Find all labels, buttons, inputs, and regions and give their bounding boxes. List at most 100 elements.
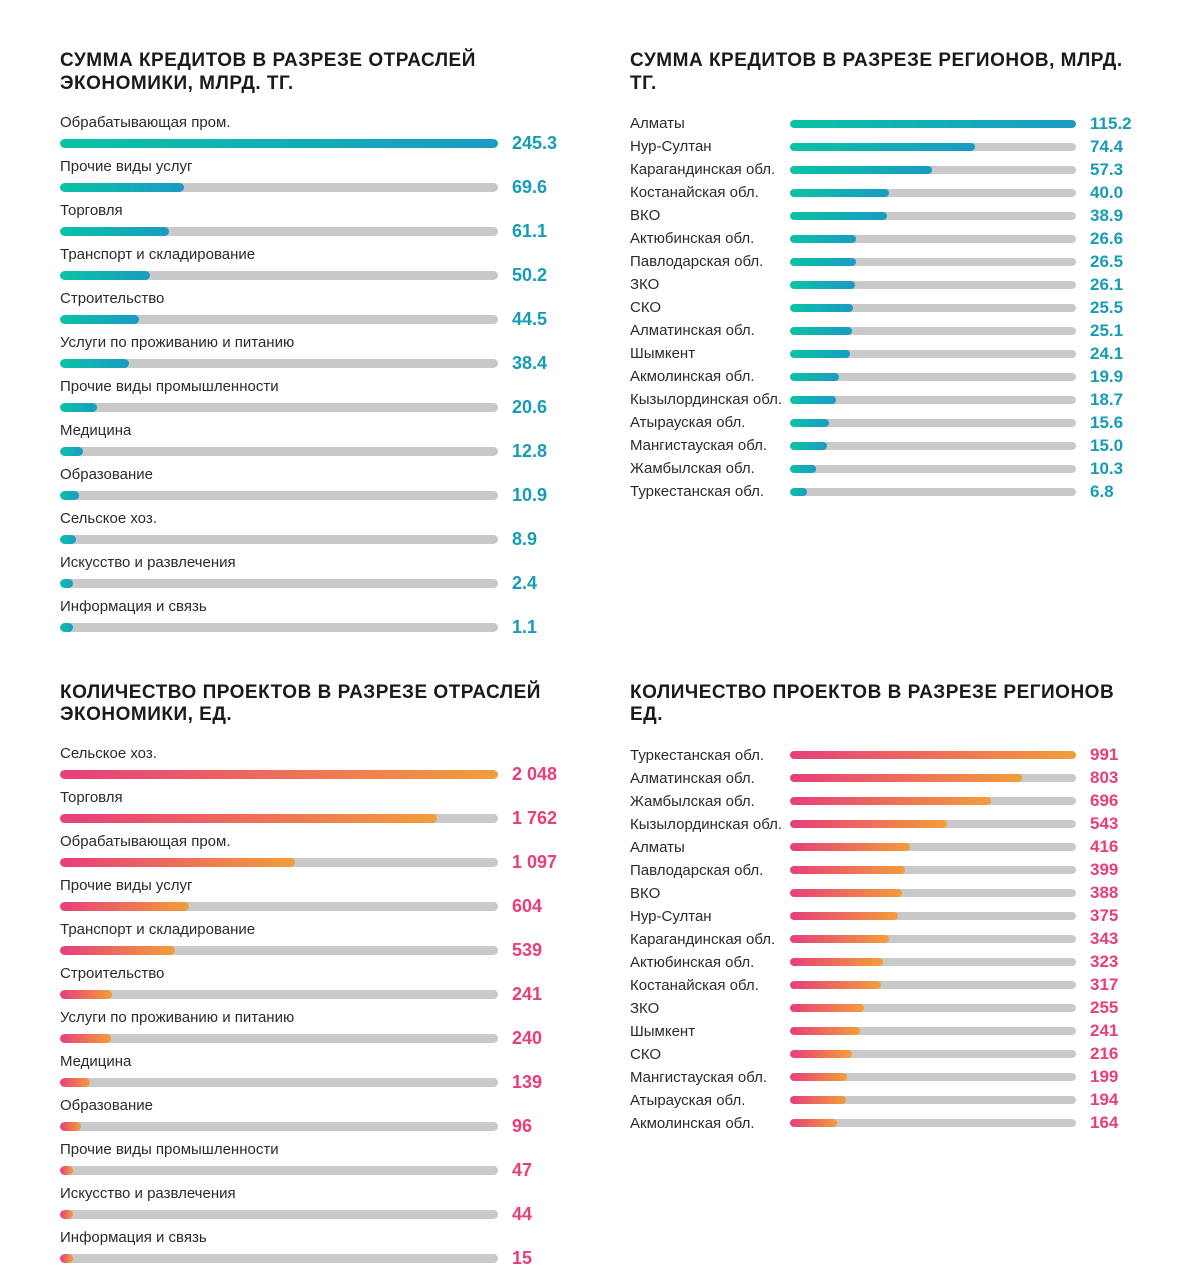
bar-row: Алматинская обл.803 [630, 768, 1140, 788]
bar-fill [60, 1166, 73, 1175]
bar-label: Алматинская обл. [630, 770, 790, 787]
bar-label: Сельское хоз. [60, 745, 570, 762]
bar-track [60, 858, 498, 867]
bar-row: Прочие виды услуг604 [60, 877, 570, 917]
bar-track [790, 488, 1076, 496]
bar-row: Алматы416 [630, 837, 1140, 857]
bar-value: 19.9 [1090, 367, 1140, 387]
bar-track [790, 866, 1076, 874]
bar-value: 139 [512, 1072, 570, 1093]
bar-row: Мангистауская обл.15.0 [630, 436, 1140, 456]
bar-value: 74.4 [1090, 137, 1140, 157]
bar-label: Алматинская обл. [630, 322, 790, 339]
bar-row: Прочие виды услуг69.6 [60, 158, 570, 198]
bar-fill [60, 447, 83, 456]
bar-label: Туркестанская обл. [630, 483, 790, 500]
bar-value: 1 097 [512, 852, 570, 873]
bar-fill [790, 1119, 837, 1127]
bar-label: Жамбылская обл. [630, 793, 790, 810]
bar-row: Атырауская обл.15.6 [630, 413, 1140, 433]
bar-label: Сельское хоз. [60, 510, 570, 527]
bar-row: Прочие виды промышленности20.6 [60, 378, 570, 418]
bar-value: 10.3 [1090, 459, 1140, 479]
bar-row: Алматинская обл.25.1 [630, 321, 1140, 341]
bar-row: Обрабатывающая пром. 1 097 [60, 833, 570, 873]
bar-row: ВКО38.9 [630, 206, 1140, 226]
bar-fill [60, 858, 295, 867]
bar-label: Мангистауская обл. [630, 437, 790, 454]
bar-row: Шымкент24.1 [630, 344, 1140, 364]
bar-value: 216 [1090, 1044, 1140, 1064]
bar-track [60, 1254, 498, 1263]
bar-label: Акмолинская обл. [630, 1115, 790, 1132]
bar-fill [790, 350, 850, 358]
bar-track [790, 373, 1076, 381]
bar-row: Актюбинская обл.323 [630, 952, 1140, 972]
bar-fill [790, 442, 827, 450]
bar-track [790, 889, 1076, 897]
bar-track [60, 814, 498, 823]
bar-fill [790, 1050, 852, 1058]
bar-value: 20.6 [512, 397, 570, 418]
bar-row: Прочие виды промышленности47 [60, 1141, 570, 1181]
bar-fill [790, 820, 947, 828]
bar-value: 1.1 [512, 617, 570, 638]
bar-label: Транспорт и складирование [60, 921, 570, 938]
bar-track [60, 1078, 498, 1087]
bar-fill [60, 1034, 111, 1043]
bar-value: 199 [1090, 1067, 1140, 1087]
bar-track [60, 403, 498, 412]
bar-value: 991 [1090, 745, 1140, 765]
bar-label: Прочие виды услуг [60, 158, 570, 175]
bar-fill [60, 990, 112, 999]
bar-track [790, 1050, 1076, 1058]
bar-fill [790, 189, 889, 197]
bar-value: 543 [1090, 814, 1140, 834]
bar-fill [790, 1027, 860, 1035]
bar-track [790, 912, 1076, 920]
bar-fill [790, 912, 898, 920]
bar-row: Услуги по проживанию и питанию240 [60, 1009, 570, 1049]
bar-label: Торговля [60, 202, 570, 219]
bar-fill [790, 396, 836, 404]
bar-fill [790, 373, 839, 381]
bar-label: Атырауская обл. [630, 414, 790, 431]
bar-value: 44.5 [512, 309, 570, 330]
bar-label: Прочие виды промышленности [60, 1141, 570, 1158]
bar-value: 399 [1090, 860, 1140, 880]
bar-value: 25.5 [1090, 298, 1140, 318]
bar-track [60, 1166, 498, 1175]
bar-value: 115.2 [1090, 114, 1140, 134]
bar-row: Жамбылская обл.696 [630, 791, 1140, 811]
bar-track [790, 281, 1076, 289]
bar-label: Обрабатывающая пром. [60, 833, 570, 850]
bar-value: 194 [1090, 1090, 1140, 1110]
bar-track [790, 935, 1076, 943]
bar-row: Туркестанская обл.6.8 [630, 482, 1140, 502]
bar-row: Медицина12.8 [60, 422, 570, 462]
bar-row: Образование10.9 [60, 466, 570, 506]
bar-value: 12.8 [512, 441, 570, 462]
bar-track [790, 1004, 1076, 1012]
bar-track [790, 751, 1076, 759]
bar-row: Сельское хоз.2 048 [60, 745, 570, 785]
bar-label: СКО [630, 1046, 790, 1063]
bar-value: 8.9 [512, 529, 570, 550]
bar-label: ВКО [630, 885, 790, 902]
bar-track [60, 271, 498, 280]
bar-track [790, 981, 1076, 989]
bar-track [790, 1073, 1076, 1081]
bar-value: 240 [512, 1028, 570, 1049]
bar-track [60, 623, 498, 632]
bar-track [790, 304, 1076, 312]
bar-fill [790, 751, 1076, 759]
bar-track [60, 315, 498, 324]
bar-fill [60, 1210, 73, 1219]
bar-value: 388 [1090, 883, 1140, 903]
bar-track [790, 258, 1076, 266]
bar-track [60, 902, 498, 911]
bar-fill [790, 981, 881, 989]
bar-label: Актюбинская обл. [630, 230, 790, 247]
bar-fill [790, 419, 829, 427]
bar-label: Образование [60, 466, 570, 483]
